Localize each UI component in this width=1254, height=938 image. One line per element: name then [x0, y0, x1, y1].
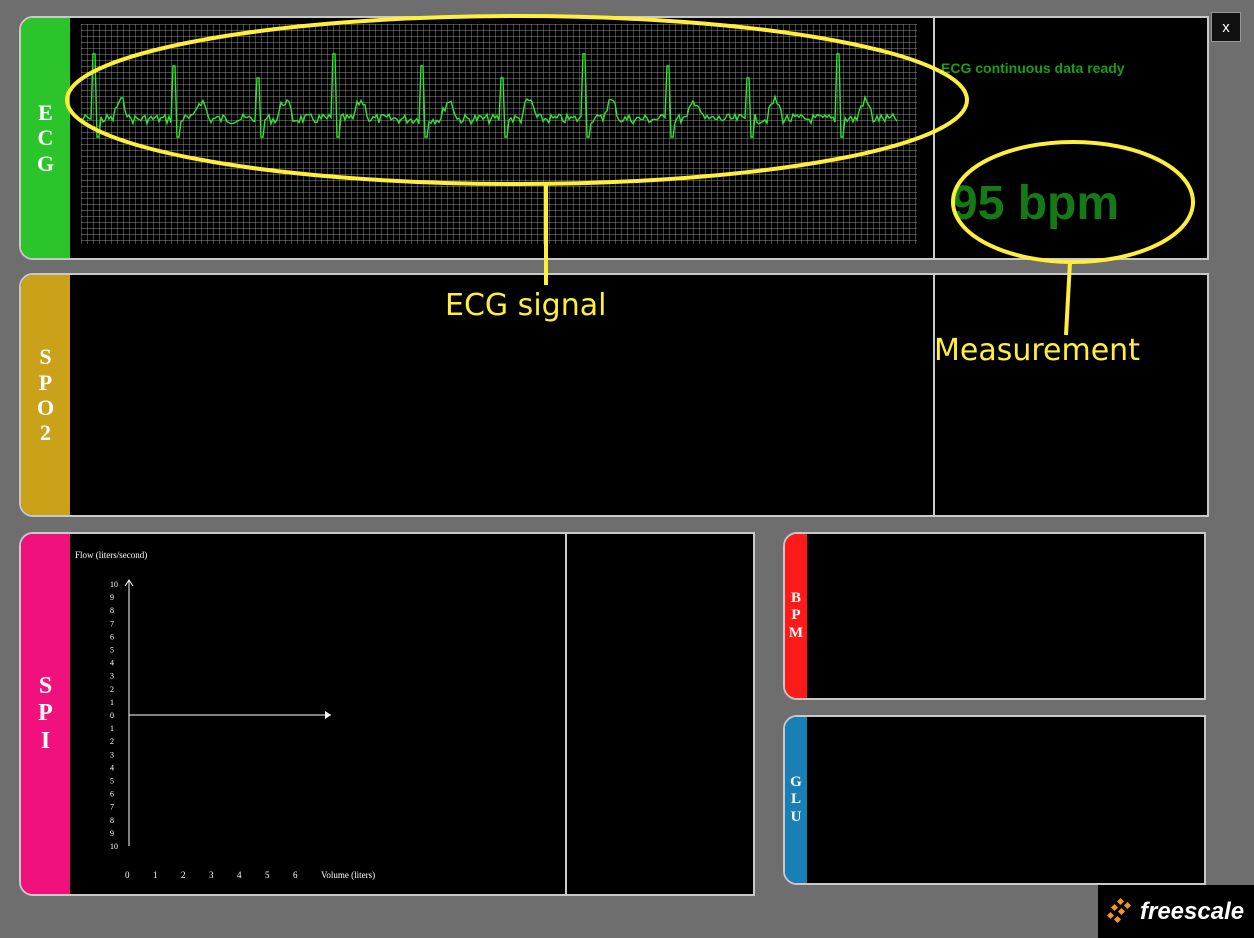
spi-x-tick-label: 1: [153, 870, 158, 880]
ecg-waveform: [80, 24, 917, 244]
spi-y-tick-label: 6: [110, 790, 114, 799]
spo2-panel: S P O 2: [19, 273, 1209, 517]
ecg-grid: [81, 24, 917, 244]
spi-y-tick-label: 5: [110, 646, 114, 655]
spi-y-tick-label: 3: [110, 750, 114, 759]
spi-y-tick-label: 6: [110, 632, 114, 641]
spi-y-tick-label: 8: [110, 606, 114, 615]
ecg-status-text: ECG continuous data ready: [941, 60, 1125, 76]
spo2-tab[interactable]: S P O 2: [21, 275, 70, 515]
spi-y-tick-label: 1: [110, 698, 114, 707]
spi-tab-label: S P I: [38, 672, 53, 754]
spi-y-tick-label: 10: [110, 580, 118, 589]
spi-flow-volume-chart: Flow (liters/second)10987654321012345678…: [75, 550, 375, 880]
bpm-tab-label: B P M: [788, 590, 804, 641]
spi-divider: [565, 534, 567, 894]
ecg-panel: E C G ECG continuous data ready 95 bpm: [19, 16, 1209, 260]
freescale-logo: freescale: [1098, 885, 1254, 938]
spi-x-tick-label: 0: [125, 870, 130, 880]
spi-tab[interactable]: S P I: [21, 534, 70, 894]
spi-y-tick-label: 4: [110, 659, 114, 668]
spi-y-tick-label: 9: [110, 593, 114, 602]
spi-y-tick-label: 8: [110, 816, 114, 825]
spi-x-tick-label: 2: [181, 870, 186, 880]
spi-x-tick-label: 6: [293, 870, 298, 880]
freescale-logo-text: freescale: [1140, 897, 1245, 925]
bpm-tab[interactable]: B P M: [785, 534, 807, 698]
spi-y-tick-label: 2: [110, 737, 114, 746]
close-button[interactable]: x: [1211, 12, 1241, 42]
spi-y-tick-label: 7: [110, 619, 114, 628]
ecg-tab[interactable]: E C G: [21, 18, 70, 258]
spi-y-tick-label: 4: [110, 763, 114, 772]
spi-y-axis-arrow: [124, 579, 134, 587]
spi-y-tick-label: 3: [110, 672, 114, 681]
spi-y-tick-label: 2: [110, 685, 114, 694]
spi-y-tick-label: 5: [110, 777, 114, 786]
spi-y-tick-label: 0: [110, 711, 114, 720]
ecg-divider: [933, 18, 935, 258]
spo2-divider: [933, 275, 935, 515]
glu-panel: G L U: [783, 715, 1206, 885]
ecg-measurement-value: 95 bpm: [951, 177, 1120, 230]
ecg-signal-label: ECG signal: [445, 288, 607, 323]
spi-panel: S P I Flow (liters/second) 10 9 8 7 6 5 4 3 2 1 0 1 2…: [19, 532, 755, 896]
spi-y-tick-label: 9: [110, 829, 114, 838]
glu-tab-label: G L U: [790, 774, 802, 825]
spi-y-axis-title: Flow (liters/second): [75, 550, 147, 560]
spi-y-tick-label: 1: [110, 724, 114, 733]
bpm-panel: B P M: [783, 532, 1206, 700]
spo2-tab-label: S P O 2: [36, 344, 55, 446]
spi-x-axis-title: Volume (liters): [321, 870, 375, 880]
ecg-waveform-area: [80, 24, 917, 244]
spi-y-tick-label: 7: [110, 803, 114, 812]
glu-tab[interactable]: G L U: [785, 717, 807, 883]
measurement-label: Measurement: [934, 333, 1140, 368]
ecg-tab-label: E C G: [36, 100, 55, 176]
spi-x-tick-label: 5: [265, 870, 270, 880]
spi-x-axis-arrow: [325, 711, 331, 719]
spi-x-tick-label: 3: [209, 870, 214, 880]
freescale-mark-icon: [1106, 897, 1132, 923]
spi-y-tick-label: 10: [110, 842, 118, 851]
spi-x-tick-label: 4: [237, 870, 242, 880]
